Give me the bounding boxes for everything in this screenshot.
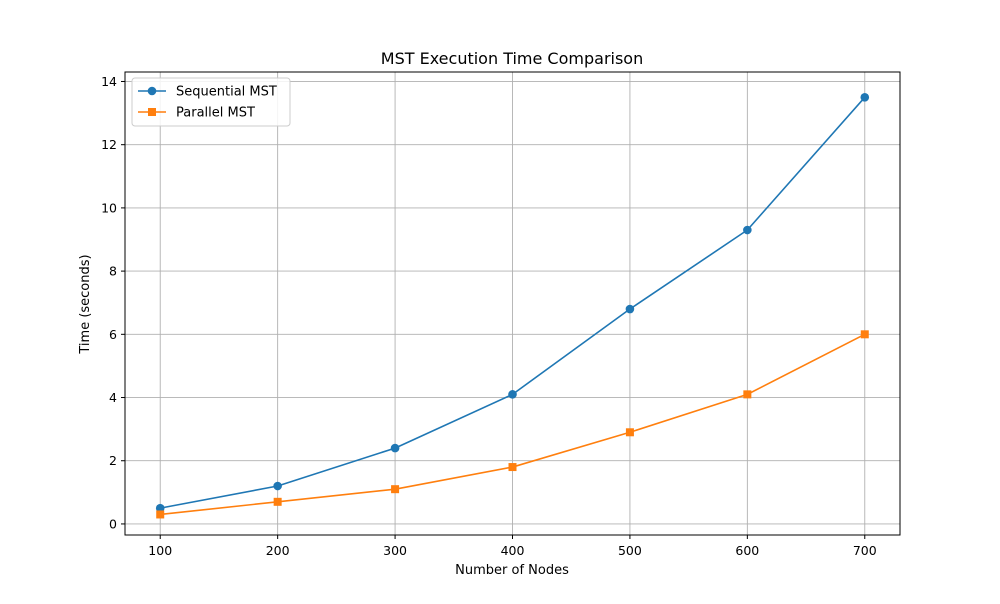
data-point <box>155 503 165 513</box>
legend-marker <box>147 86 157 96</box>
data-point <box>743 225 752 235</box>
y-tick-label: 2 <box>109 453 117 468</box>
legend-item: Sequential MST <box>138 85 277 100</box>
x-tick-label: 100 <box>148 543 172 558</box>
data-point <box>391 485 400 494</box>
data-point <box>860 92 870 102</box>
data-point <box>625 304 635 314</box>
y-axis-label: Time (seconds) <box>78 254 93 354</box>
legend-box <box>131 77 291 127</box>
series-2 <box>156 330 869 519</box>
data-point <box>860 330 869 339</box>
ticks: 100 200 300 400 500 600 700 0 2 4 6 8 10 12 14 <box>101 74 877 558</box>
x-tick-label: 200 <box>266 543 290 558</box>
y-tick-label: 6 <box>109 327 117 342</box>
legend-label: Sequential MST <box>176 85 277 100</box>
y-tick-label: 12 <box>101 137 117 152</box>
x-tick-label: 600 <box>735 543 759 558</box>
data-point <box>508 390 517 399</box>
data-point <box>390 443 400 453</box>
x-tick-label: 500 <box>618 543 642 558</box>
series-layer <box>155 92 870 519</box>
x-axis-label: Number of Nodes <box>455 563 569 578</box>
y-tick-label: 8 <box>109 264 117 279</box>
y-tick-label: 14 <box>101 74 117 89</box>
legend-label: Parallel MST <box>176 106 255 121</box>
data-point <box>743 390 752 399</box>
legend-item: Parallel MST <box>138 106 255 121</box>
series-1 <box>155 92 870 513</box>
data-point <box>273 481 282 491</box>
data-point <box>156 510 165 519</box>
chart-title: MST Execution Time Comparison <box>381 49 643 68</box>
y-tick-label: 10 <box>101 200 117 215</box>
x-tick-label: 700 <box>853 543 877 558</box>
data-point <box>625 428 634 437</box>
legend: Sequential MST Parallel MST <box>131 77 291 127</box>
y-tick-label: 4 <box>109 390 117 405</box>
y-tick-label: 0 <box>109 516 117 531</box>
legend-marker <box>148 108 156 116</box>
x-tick-label: 300 <box>383 543 407 558</box>
data-point <box>508 463 517 472</box>
data-point <box>273 497 282 506</box>
x-tick-label: 400 <box>501 543 525 558</box>
